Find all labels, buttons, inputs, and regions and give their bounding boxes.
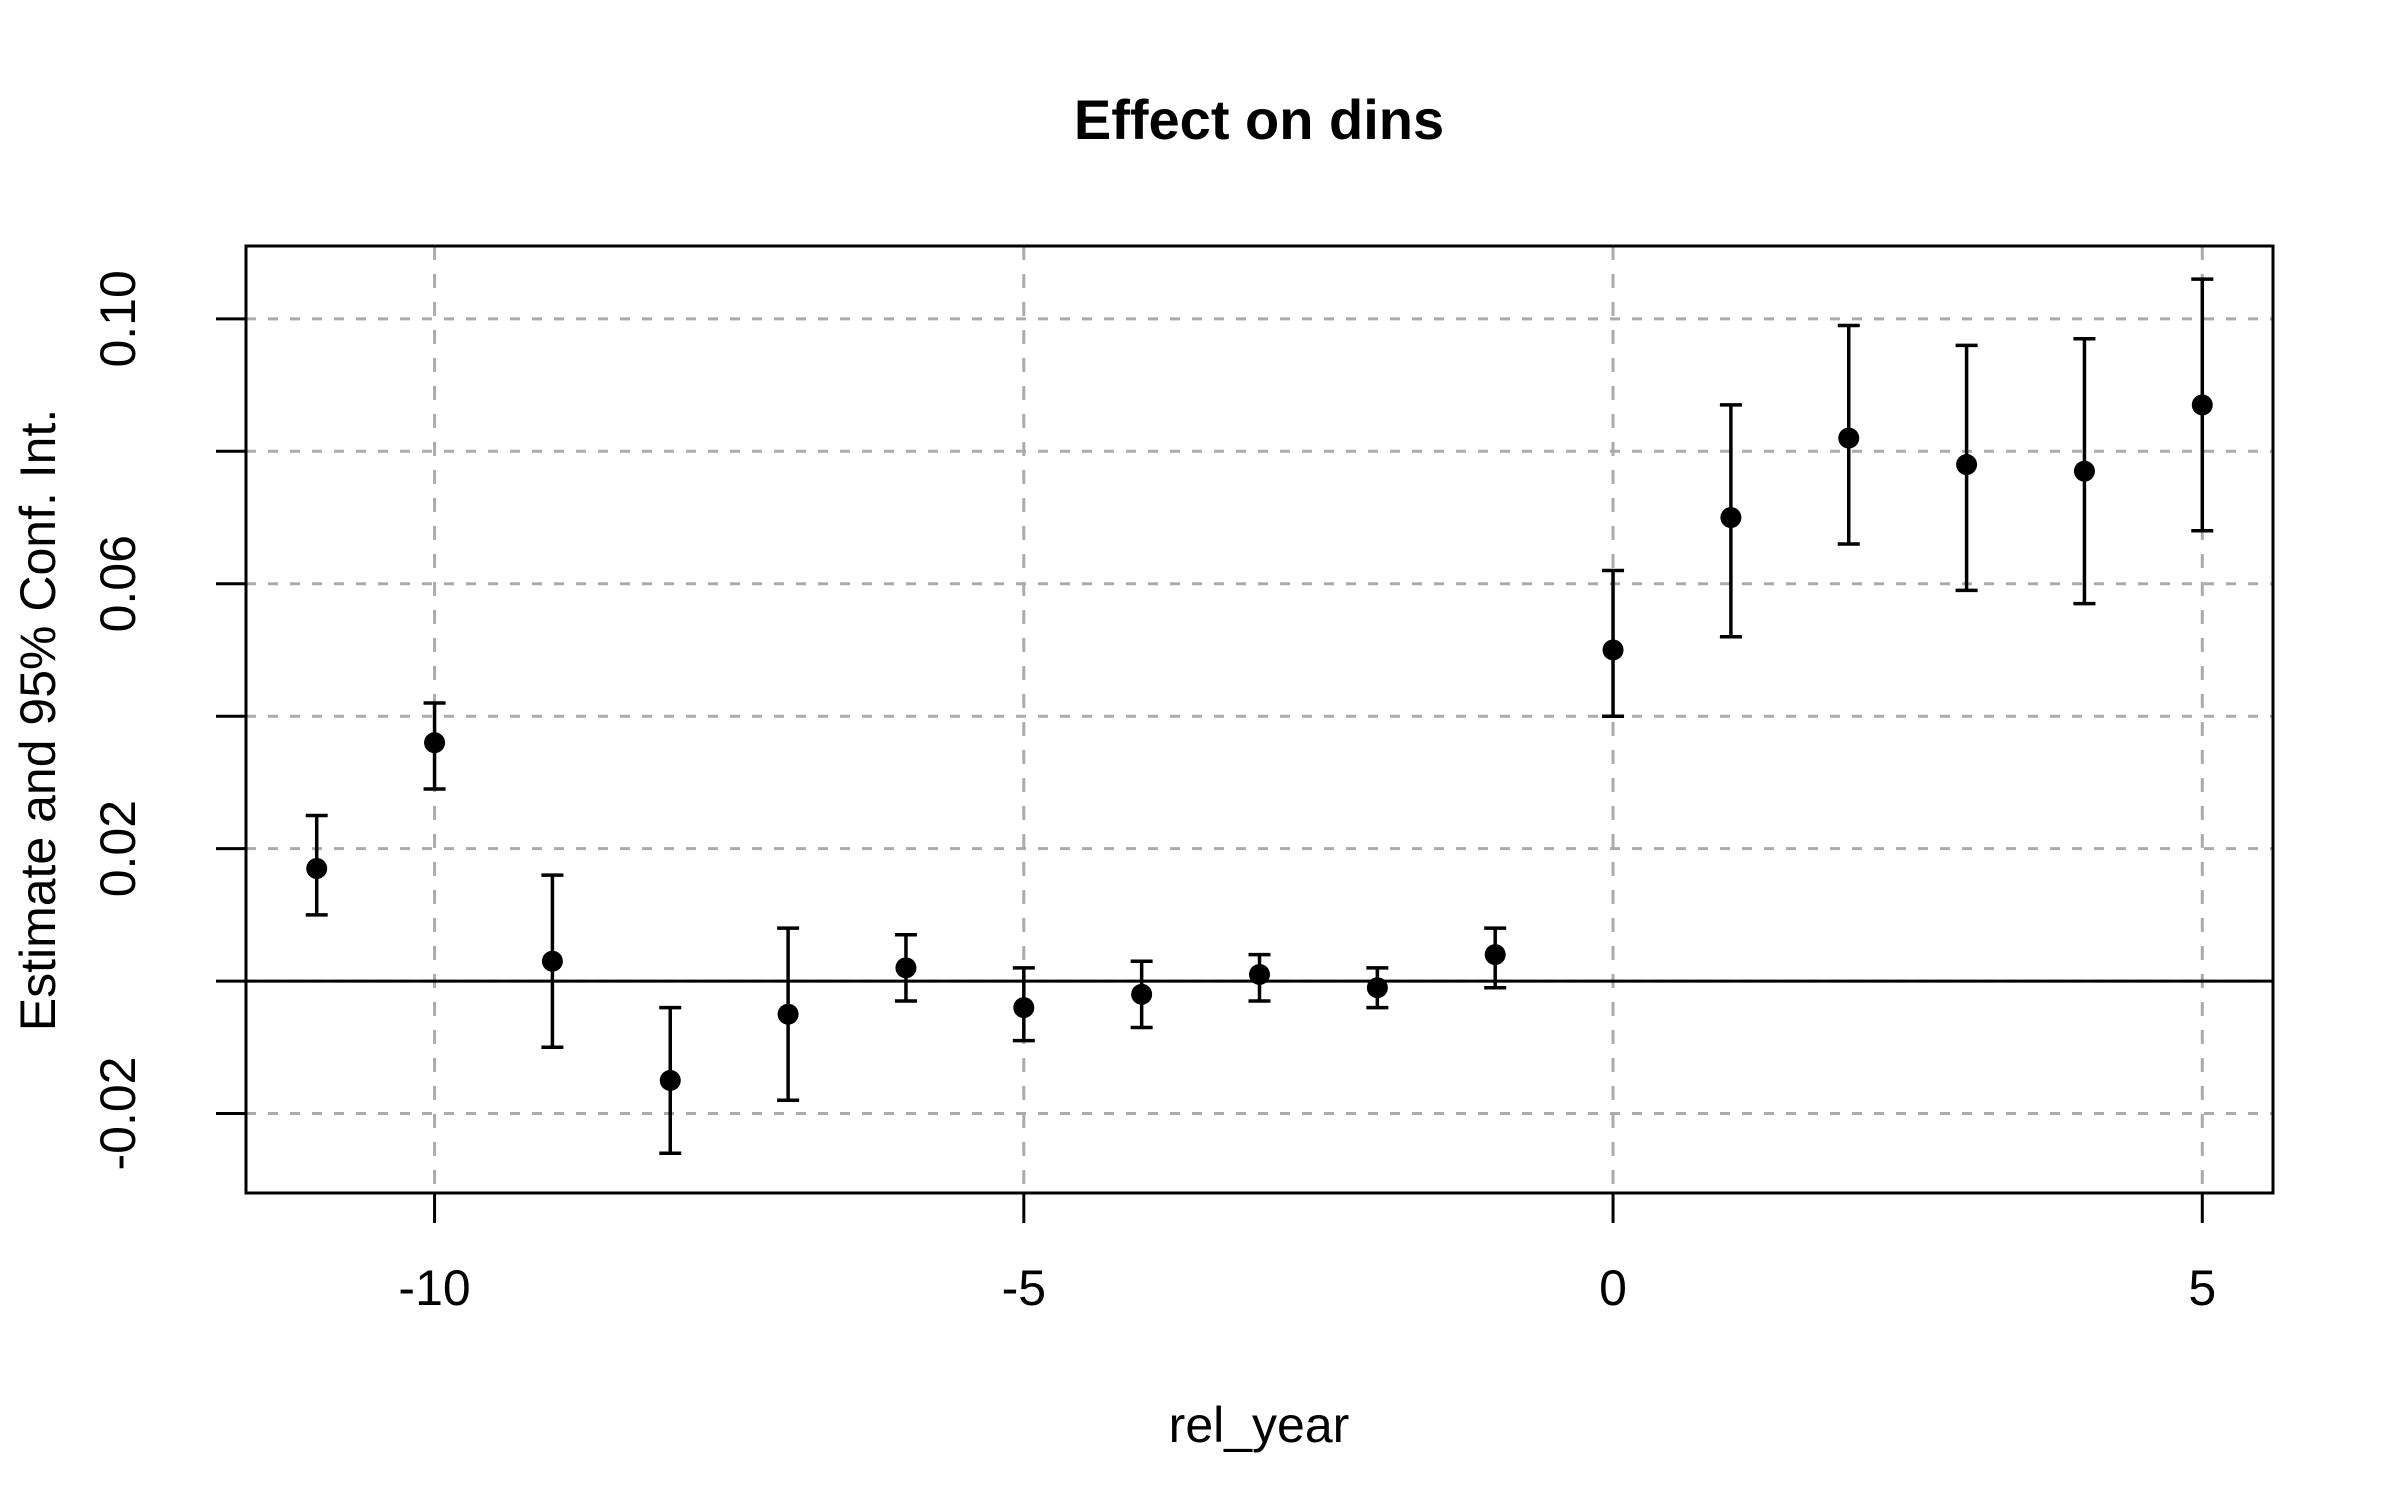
data-point xyxy=(424,732,446,754)
plot-box xyxy=(244,244,2275,1195)
data-point xyxy=(541,950,563,972)
data-point xyxy=(306,858,328,880)
estimate-with-ci xyxy=(1719,403,1742,639)
estimate-with-ci xyxy=(1602,568,1625,718)
data-point xyxy=(2073,460,2095,482)
data-point xyxy=(895,957,917,979)
data-point xyxy=(659,1069,681,1091)
y-tick-label: 0.02 xyxy=(90,800,146,897)
data-point xyxy=(777,1003,799,1025)
x-axis-label: rel_year xyxy=(1169,1397,1350,1453)
estimate-with-ci xyxy=(541,873,564,1050)
data-point xyxy=(1366,977,1388,999)
data-point xyxy=(1484,944,1506,966)
estimate-with-ci xyxy=(1248,952,1271,1003)
estimate-with-ci xyxy=(777,926,800,1103)
y-tick-label: 0.10 xyxy=(90,270,146,367)
gridlines-layer xyxy=(246,246,2273,1193)
estimate-with-ci xyxy=(659,1005,682,1156)
estimate-with-ci xyxy=(1955,343,1978,593)
y-tick-label: 0.06 xyxy=(90,535,146,632)
x-tick-label: 5 xyxy=(2188,1260,2216,1316)
data-point xyxy=(1249,963,1270,985)
data-point xyxy=(1720,507,1742,529)
data-point xyxy=(1131,983,1153,1005)
data-point xyxy=(1602,639,1624,661)
data-series-layer xyxy=(305,277,2214,1156)
estimate-with-ci xyxy=(305,813,328,917)
estimate-with-ci xyxy=(2073,336,2096,606)
estimate-with-ci xyxy=(894,932,917,1003)
y-axis-label: Estimate and 95% Conf. Int. xyxy=(10,409,66,1032)
estimate-with-ci xyxy=(1484,926,1507,990)
estimate-with-ci xyxy=(1837,323,1860,546)
estimate-with-ci xyxy=(423,701,446,791)
chart-title: Effect on dins xyxy=(1074,88,1444,151)
estimate-with-ci xyxy=(1366,966,1389,1010)
axes-layer: -10 -5 0 5 -0.02 0.02 0.06 0.10 xyxy=(90,244,2275,1316)
data-point xyxy=(1956,454,1978,476)
x-tick-label: 0 xyxy=(1599,1260,1627,1316)
estimate-with-ci xyxy=(1012,966,1035,1043)
estimate-with-ci xyxy=(1130,959,1153,1030)
x-tick-label: -5 xyxy=(1002,1260,1046,1316)
estimate-with-ci xyxy=(2191,277,2214,533)
data-point xyxy=(1838,427,1860,449)
x-tick-label: -10 xyxy=(398,1260,470,1316)
data-point xyxy=(2191,394,2213,416)
y-tick-label: -0.02 xyxy=(90,1057,146,1171)
data-point xyxy=(1013,997,1035,1019)
